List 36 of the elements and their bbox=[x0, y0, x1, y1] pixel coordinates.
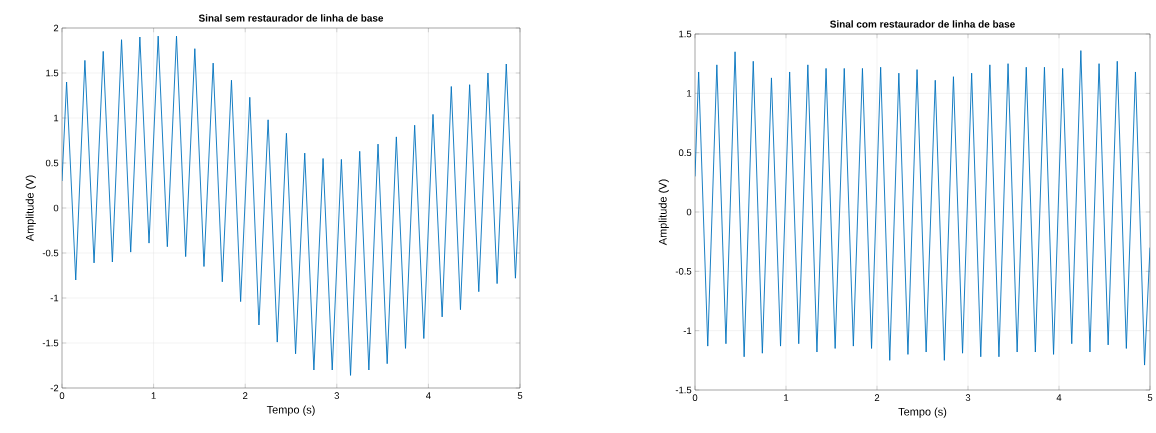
y-axis-title: Amplitude (V) bbox=[658, 179, 669, 246]
chart-title: Sinal com restaurador de linha de base bbox=[830, 20, 1015, 28]
chart-title: Sinal sem restaurador de linha de base bbox=[198, 14, 384, 22]
x-tick-label: 5 bbox=[1147, 394, 1153, 401]
y-tick-label: -2 bbox=[50, 384, 59, 392]
y-tick-label: 0 bbox=[686, 208, 692, 216]
y-tick-label: 2 bbox=[53, 24, 59, 32]
y-tick-label: 0 bbox=[53, 204, 59, 212]
line-series bbox=[695, 50, 1151, 366]
y-tick-label: 1.5 bbox=[46, 69, 59, 77]
y-tick-label: -0.5 bbox=[675, 267, 692, 275]
y-tick-label: -1 bbox=[50, 294, 59, 302]
x-tick-label: 4 bbox=[425, 392, 431, 399]
y-tick-label: -1.5 bbox=[675, 386, 692, 394]
x-tick-label: 0 bbox=[692, 394, 698, 402]
x-tick-label: 5 bbox=[517, 392, 523, 399]
x-tick-label: 1 bbox=[784, 394, 789, 401]
x-tick-label: 4 bbox=[1056, 394, 1062, 401]
y-tick-label: 1 bbox=[54, 114, 59, 122]
y-axis-title: Amplitude (V) bbox=[25, 175, 36, 242]
y-tick-label: -0.5 bbox=[42, 249, 59, 257]
x-tick-label: 0 bbox=[59, 392, 65, 400]
x-tick-label: 2 bbox=[874, 394, 880, 401]
x-tick-label: 2 bbox=[243, 392, 248, 399]
y-tick-label: 1.5 bbox=[679, 30, 692, 38]
x-axis-title: Tempo (s) bbox=[266, 405, 315, 416]
x-tick-label: 3 bbox=[334, 392, 340, 400]
y-tick-label: 0.5 bbox=[45, 159, 59, 167]
x-axis-title: Tempo (s) bbox=[898, 407, 947, 418]
y-tick-label: 1 bbox=[687, 90, 692, 97]
x-tick-label: 3 bbox=[965, 394, 971, 402]
line-series bbox=[62, 35, 520, 376]
x-tick-label: 1 bbox=[151, 392, 156, 399]
y-tick-label: -1.5 bbox=[42, 339, 59, 347]
y-tick-label: 0.5 bbox=[678, 149, 692, 157]
y-tick-label: -1 bbox=[683, 327, 692, 334]
